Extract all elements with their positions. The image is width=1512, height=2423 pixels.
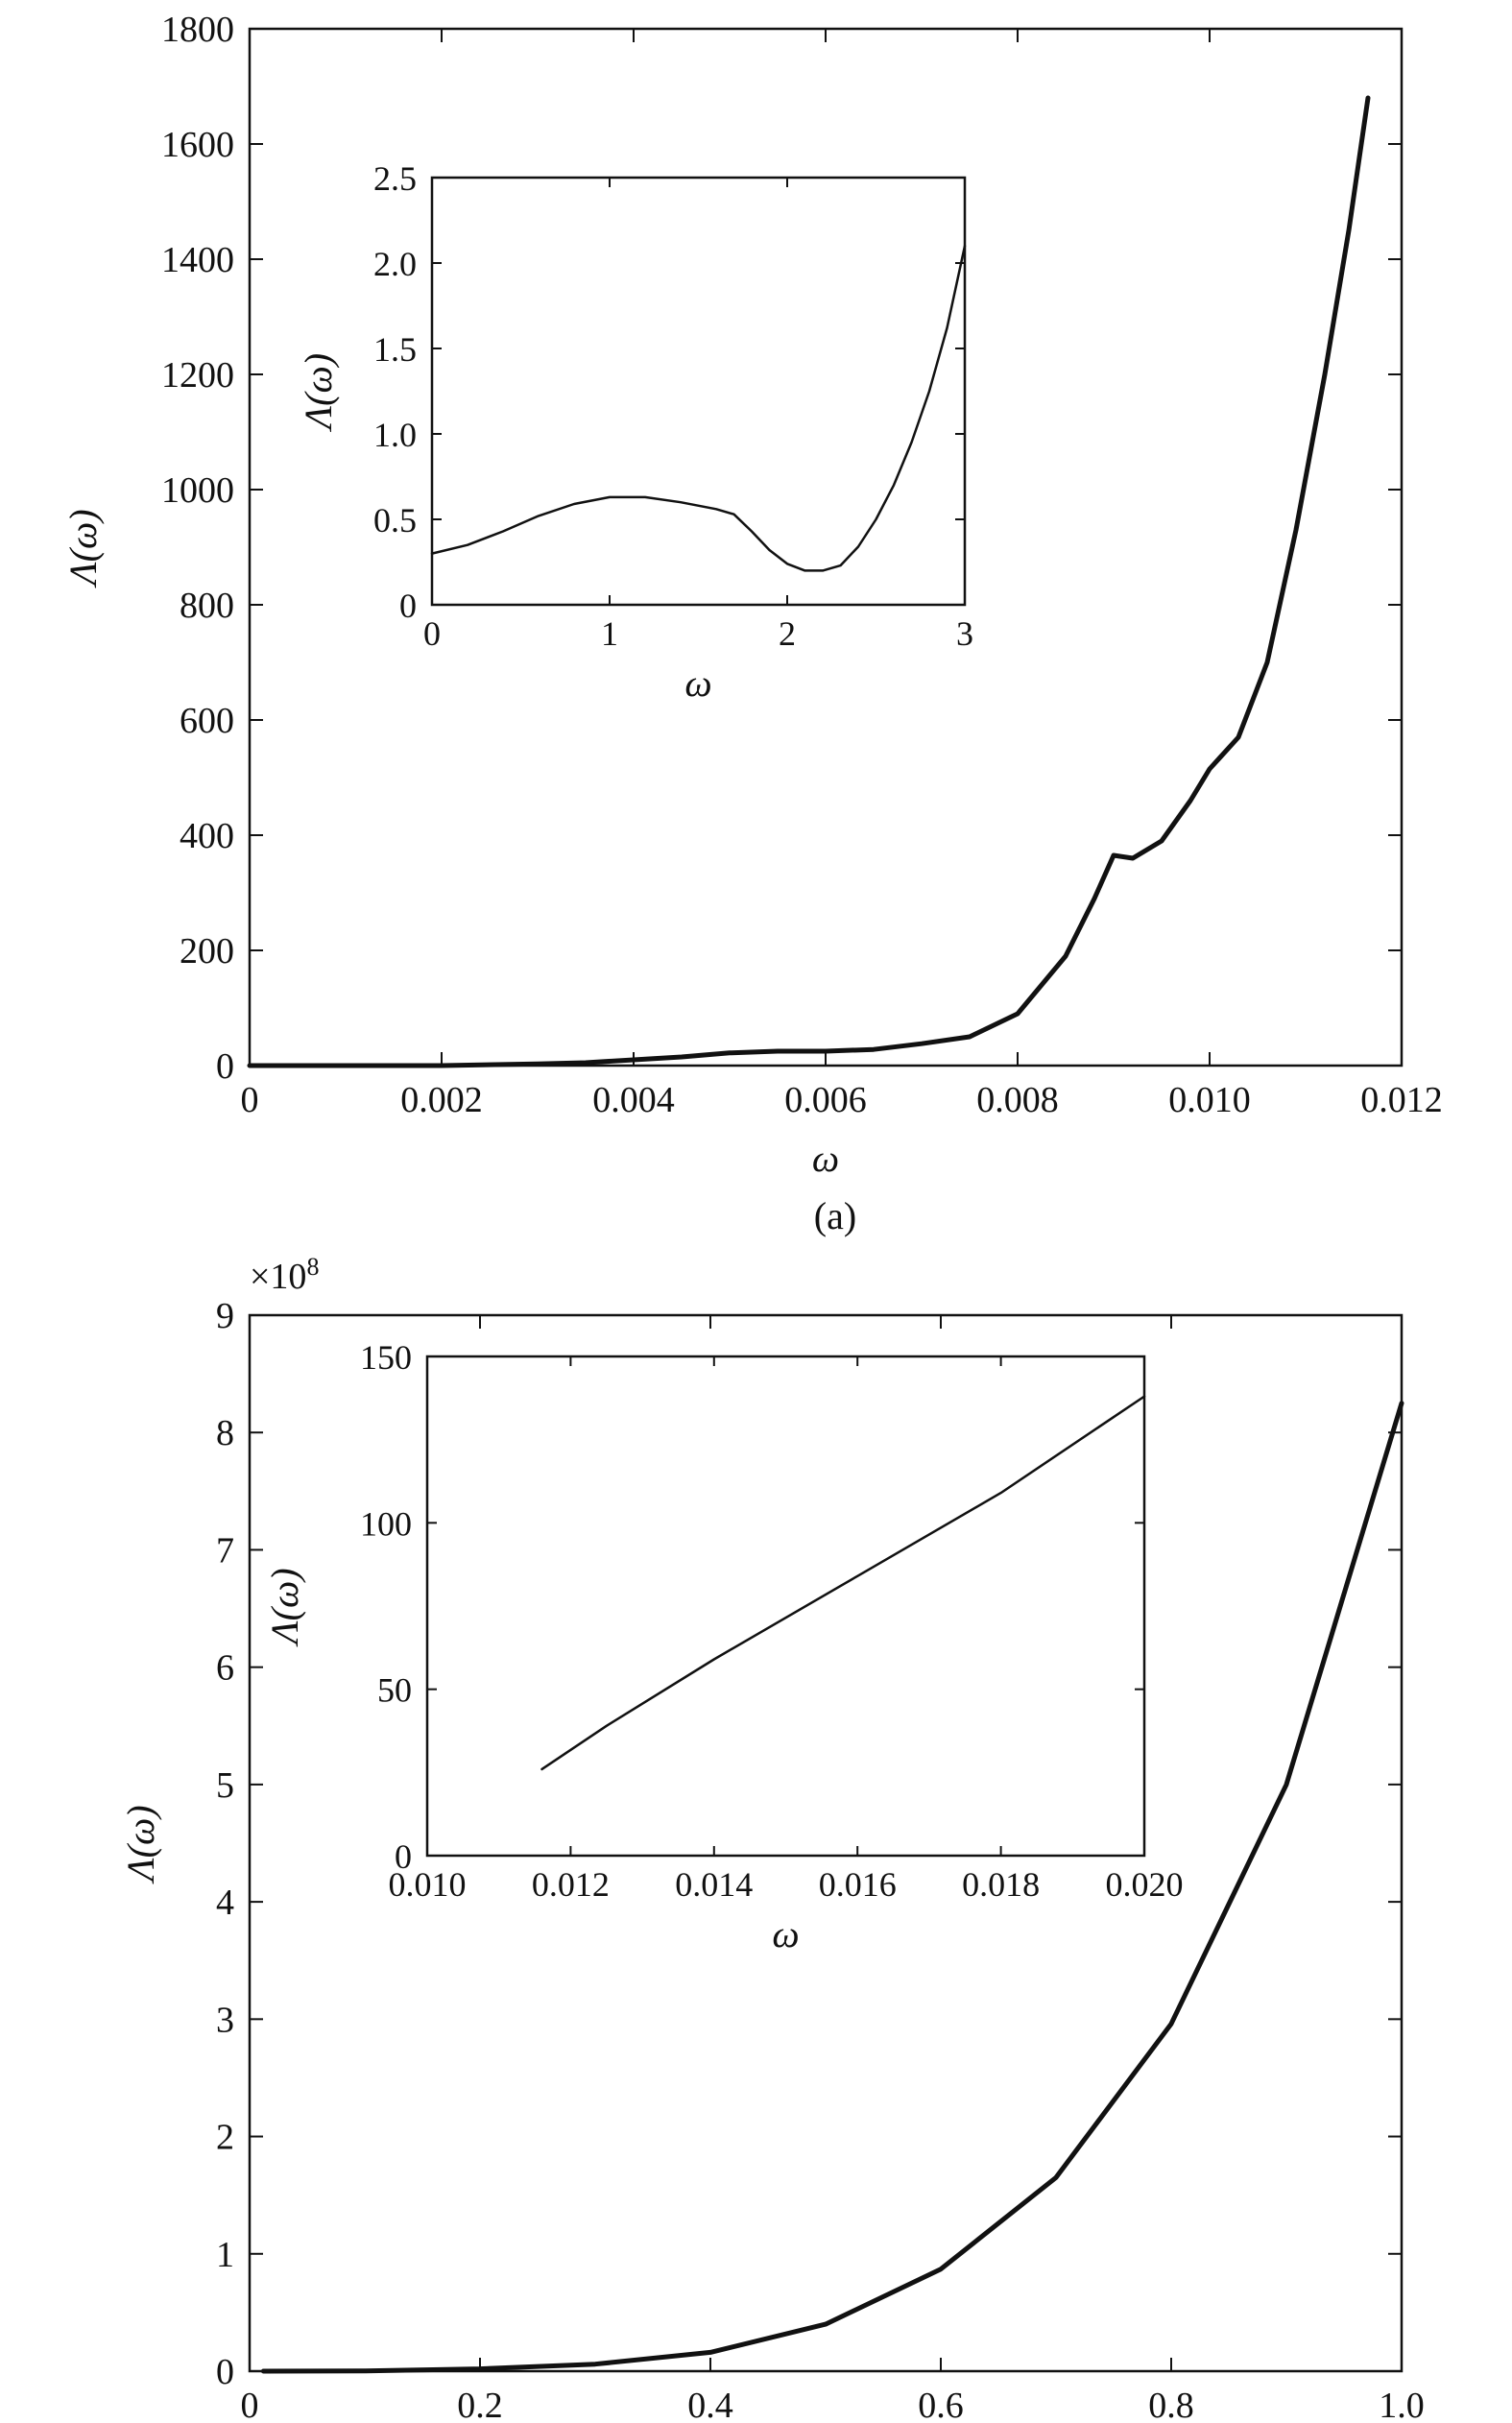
y-tick-label: 6 <box>216 1648 234 1689</box>
y-tick-label: 8 <box>216 1413 234 1453</box>
x-tick-label: 0.004 <box>592 1080 675 1120</box>
x-axis-label: ω <box>812 1137 839 1180</box>
x-tick-label: 0.012 <box>1360 1080 1443 1120</box>
y-axis-label: Λ(ω) <box>61 509 105 588</box>
y-axis-label: Λ(ω) <box>119 1805 162 1884</box>
y-tick-label: 0 <box>216 2352 234 2392</box>
y-tick-label: 2.5 <box>373 159 417 198</box>
y-tick-label: 7 <box>216 1530 234 1571</box>
x-tick-label: 0.8 <box>1148 2386 1194 2423</box>
x-axis-label: ω <box>684 661 711 705</box>
y-tick-label: 1.0 <box>373 416 417 454</box>
y-tick-label: 4 <box>216 1883 234 1923</box>
x-tick-label: 1.0 <box>1379 2386 1425 2423</box>
series-line <box>540 1395 1146 1771</box>
x-tick-label: 0.002 <box>400 1080 483 1120</box>
x-tick-label: 0.016 <box>819 1865 897 1904</box>
series-line <box>260 1401 1404 2374</box>
x-tick-label: 0.4 <box>687 2386 733 2423</box>
y-tick-label: 3 <box>216 2000 234 2040</box>
x-tick-label: 1 <box>601 614 618 653</box>
series-line <box>247 95 1371 1068</box>
x-tick-label: 0.2 <box>457 2386 503 2423</box>
y-tick-label: 2.0 <box>373 245 417 283</box>
y-tick-label: 1400 <box>161 240 234 280</box>
y-tick-label: 200 <box>180 931 234 972</box>
y-tick-label: 0 <box>216 1046 234 1087</box>
y-tick-label: 1000 <box>161 470 234 511</box>
panel-caption: (a) <box>814 1194 856 1237</box>
x-tick-label: 0.008 <box>976 1080 1059 1120</box>
y-tick-label: 150 <box>360 1338 412 1377</box>
y-tick-label: 1600 <box>161 125 234 165</box>
plot-frame <box>430 176 967 607</box>
y-tick-label: 800 <box>180 586 234 626</box>
x-tick-label: 2 <box>779 614 796 653</box>
y-tick-label: 1800 <box>161 10 234 50</box>
panel-a-inset-plot: 0 1 2 3 0 0.5 1.0 1.5 2.0 2.5 ω Λ(ω) <box>297 159 973 705</box>
x-tick-label: 0 <box>241 2386 259 2423</box>
x-tick-label: 0.018 <box>962 1865 1040 1904</box>
x-tick-label: 0 <box>241 1080 259 1120</box>
y-axis-label: Λ(ω) <box>263 1568 306 1647</box>
y-tick-label: 50 <box>377 1671 412 1710</box>
y-tick-label: 1200 <box>161 355 234 396</box>
y-axis-multiplier-exponent: 8 <box>306 1253 319 1281</box>
y-tick-label: 2 <box>216 2118 234 2158</box>
y-tick-label: 0 <box>399 587 417 625</box>
y-axis-multiplier: ×108 <box>250 1253 319 1297</box>
panel-b-inset-plot: 0.010 0.012 0.014 0.016 0.018 0.020 0 50 100 150 ω… <box>263 1338 1184 1955</box>
y-axis-label: Λ(ω) <box>297 353 340 433</box>
x-tick-label: 0.6 <box>918 2386 964 2423</box>
y-tick-label: 1 <box>216 2235 234 2275</box>
x-tick-label: 0.010 <box>389 1865 467 1904</box>
y-tick-label: 5 <box>216 1765 234 1806</box>
x-tick-label: 0.006 <box>784 1080 867 1120</box>
x-tick-label: 0 <box>423 614 441 653</box>
plot-frame <box>425 1355 1146 1858</box>
y-tick-label: 600 <box>180 701 234 741</box>
y-tick-label: 400 <box>180 816 234 856</box>
y-tick-label: 100 <box>360 1504 412 1543</box>
x-tick-label: 0.012 <box>532 1865 610 1904</box>
x-tick-label: 0.014 <box>675 1865 753 1904</box>
x-axis-label: ω <box>772 1912 799 1955</box>
y-tick-label: 0.5 <box>373 501 417 540</box>
x-tick-label: 3 <box>956 614 973 653</box>
y-tick-label: 0 <box>395 1837 412 1876</box>
y-tick-label: 1.5 <box>373 330 417 369</box>
y-tick-label: 9 <box>216 1296 234 1336</box>
x-tick-label: 0.010 <box>1168 1080 1251 1120</box>
x-tick-label: 0.020 <box>1106 1865 1184 1904</box>
series-line <box>430 244 967 572</box>
